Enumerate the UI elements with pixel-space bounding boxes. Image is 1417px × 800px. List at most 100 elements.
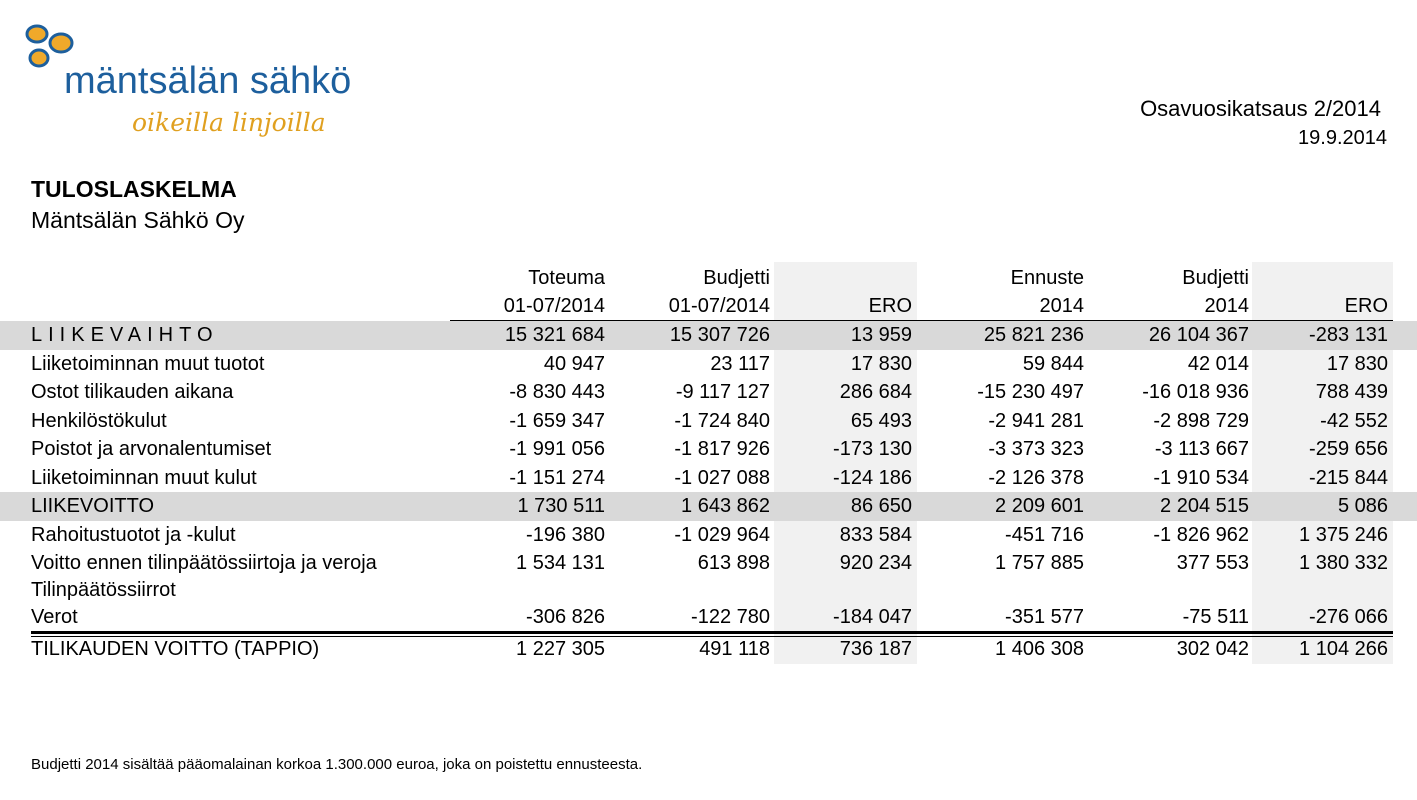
cell: 1 375 246: [1299, 523, 1388, 546]
cell: 59 844: [1022, 352, 1084, 375]
row-label: Verot: [31, 606, 78, 628]
cell: 2 209 601: [995, 495, 1084, 517]
cell: -75 511: [1182, 606, 1249, 628]
cell: -1 724 840: [674, 409, 770, 432]
cell: -1 817 926: [674, 438, 770, 460]
cell: -451 716: [1005, 523, 1084, 546]
column-header: ERO: [770, 264, 912, 320]
column-header: ERO: [1249, 264, 1388, 320]
row-label: Ostot tilikauden aikana: [31, 381, 234, 403]
cell: 1 104 266: [1299, 638, 1388, 660]
row-label: Rahoitustuotot ja -kulut: [31, 523, 236, 546]
total-double-rule-bottom: [31, 636, 1393, 637]
column-header-line2: 2014: [1204, 295, 1250, 317]
cell: 286 684: [839, 381, 912, 403]
column-header: Budjetti 01-07/2014: [605, 264, 770, 320]
cell: -1 659 347: [509, 409, 605, 432]
table-row: Voitto ennen tilinpäätössiirtoja ja vero…: [0, 549, 1417, 578]
cell: 302 042: [1176, 638, 1249, 660]
row-label: Voitto ennen tilinpäätössiirtoja ja vero…: [31, 552, 377, 574]
cell: -122 780: [691, 606, 770, 628]
cell: 833 584: [839, 523, 912, 546]
cell: -1 151 274: [509, 466, 605, 489]
cell: 15 321 684: [504, 324, 605, 346]
column-header-line1: Budjetti: [1182, 267, 1249, 289]
cell: 65 493: [850, 409, 912, 432]
table-row: LIIKEVOITTO 1 730 511 1 643 862 86 650 2…: [0, 492, 1417, 521]
cell: 491 118: [699, 638, 770, 660]
table-row: LIIKEVAIHTO 15 321 684 15 307 726 13 959…: [0, 321, 1417, 350]
column-header-line2: 01-07/2014: [503, 295, 605, 317]
cell: 788 439: [1315, 381, 1388, 403]
cell: -351 577: [1005, 606, 1084, 628]
cell: 15 307 726: [669, 324, 770, 346]
document-title: TULOSLASKELMA: [31, 176, 237, 202]
cell: 40 947: [543, 352, 605, 375]
table-row: Liiketoiminnan muut kulut -1 151 274 -1 …: [0, 464, 1417, 493]
cell: 17 830: [850, 352, 912, 375]
logo-dots-icon: [25, 24, 74, 68]
row-label: LIIKEVAIHTO: [31, 324, 219, 346]
cell: 13 959: [850, 324, 912, 346]
row-label: Liiketoiminnan muut kulut: [31, 466, 257, 489]
cell: 1 730 511: [517, 495, 606, 517]
cell: -1 910 534: [1153, 466, 1249, 489]
cell: 23 117: [710, 352, 770, 375]
cell: 1 227 305: [516, 638, 605, 660]
cell: 17 830: [1326, 352, 1388, 375]
cell: -42 552: [1320, 409, 1388, 432]
cell: -283 131: [1309, 324, 1388, 346]
table-row: Verot -306 826 -122 780 -184 047 -351 57…: [0, 603, 1417, 632]
report-title: Osavuosikatsaus 2/2014: [1140, 96, 1381, 121]
column-header-line2: ERO: [868, 295, 912, 317]
column-header-line1: Toteuma: [528, 267, 605, 289]
row-label: TILIKAUDEN VOITTO (TAPPIO): [31, 638, 320, 660]
table-row: Henkilöstökulut -1 659 347 -1 724 840 65…: [0, 407, 1417, 436]
cell: -1 826 962: [1153, 523, 1249, 546]
cell: -1 991 056: [509, 438, 605, 460]
cell: -1 029 964: [674, 523, 770, 546]
cell: -184 047: [833, 606, 912, 628]
row-label: Henkilöstökulut: [31, 409, 167, 432]
column-header-line1: [1249, 264, 1388, 292]
row-label: Liiketoiminnan muut tuotot: [31, 352, 265, 375]
cell: -16 018 936: [1142, 381, 1249, 403]
logo-tagline: oikeilla linjoilla: [132, 108, 326, 137]
cell: -15 230 497: [977, 381, 1084, 403]
table-row: Rahoitustuotot ja -kulut -196 380 -1 029…: [0, 521, 1417, 550]
cell: 920 234: [839, 552, 912, 574]
table-row: Ostot tilikauden aikana -8 830 443 -9 11…: [0, 378, 1417, 407]
column-header-line2: ERO: [1344, 295, 1388, 317]
footnote: Budjetti 2014 sisältää pääomalainan kork…: [31, 756, 643, 773]
cell: 1 643 862: [681, 495, 770, 517]
table-row: Poistot ja arvonalentumiset -1 991 056 -…: [0, 435, 1417, 464]
column-header-line2: 01-07/2014: [668, 295, 770, 317]
cell: -306 826: [526, 606, 605, 628]
cell: -3 113 667: [1154, 438, 1249, 460]
total-double-rule-top: [31, 631, 1393, 634]
cell: 42 014: [1187, 352, 1249, 375]
cell: 26 104 367: [1148, 324, 1249, 346]
cell: 86 650: [850, 495, 912, 517]
table-row: Tilinpäätössiirrot: [0, 576, 1417, 605]
table-header: Toteuma 01-07/2014 Budjetti 01-07/2014 E…: [0, 262, 1417, 320]
column-header-line1: [770, 264, 912, 292]
cell: -2 898 729: [1153, 409, 1249, 432]
row-label: Poistot ja arvonalentumiset: [31, 438, 272, 460]
table-row: TILIKAUDEN VOITTO (TAPPIO) 1 227 305 491…: [0, 635, 1417, 664]
cell: -1 027 088: [674, 466, 770, 489]
column-header-line1: Budjetti: [703, 267, 770, 289]
cell: 1 757 885: [995, 552, 1084, 574]
cell: 613 898: [697, 552, 770, 574]
column-header-line2: 2014: [1039, 295, 1085, 317]
cell: -9 117 127: [675, 381, 770, 403]
logo-company-name: mäntsälän sähkö: [64, 60, 352, 102]
cell: -2 126 378: [988, 466, 1084, 489]
row-label: Tilinpäätössiirrot: [31, 579, 176, 601]
cell: 1 380 332: [1299, 552, 1388, 574]
cell: 5 086: [1337, 495, 1388, 517]
cell: 736 187: [839, 638, 912, 660]
cell: 1 406 308: [995, 638, 1084, 660]
cell: 2 204 515: [1160, 495, 1249, 517]
company-logo: mäntsälän sähkö oikeilla linjoilla: [24, 20, 354, 145]
